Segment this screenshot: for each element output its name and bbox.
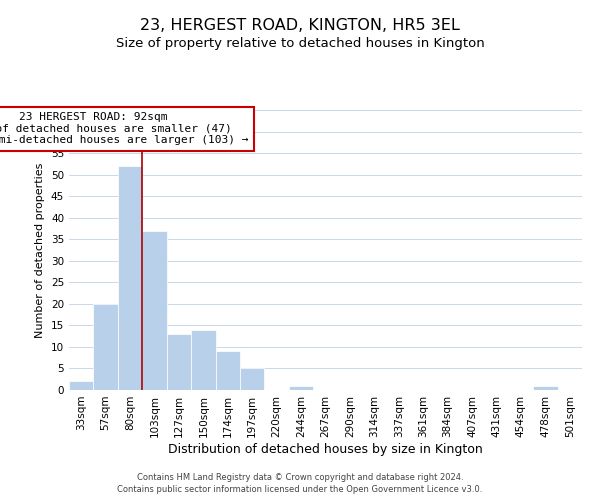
Bar (142, 230, 167, 390)
Text: 23 HERGEST ROAD: 92sqm
← 31% of detached houses are smaller (47)
67% of semi-det: 23 HERGEST ROAD: 92sqm ← 31% of detached… (0, 112, 248, 146)
Bar (289, 386, 313, 390)
Y-axis label: Number of detached properties: Number of detached properties (35, 162, 46, 338)
Bar (167, 334, 191, 390)
Bar (533, 386, 557, 390)
Text: Contains HM Land Registry data © Crown copyright and database right 2024.
Contai: Contains HM Land Registry data © Crown c… (118, 472, 482, 494)
Text: 23, HERGEST ROAD, KINGTON, HR5 3EL: 23, HERGEST ROAD, KINGTON, HR5 3EL (140, 18, 460, 32)
Bar (215, 351, 240, 390)
Bar (240, 368, 265, 390)
Bar (191, 330, 215, 390)
Bar (69, 382, 94, 390)
Text: Size of property relative to detached houses in Kington: Size of property relative to detached ho… (116, 38, 484, 51)
Bar (94, 304, 118, 390)
X-axis label: Distribution of detached houses by size in Kington: Distribution of detached houses by size … (168, 442, 483, 456)
Bar (118, 166, 142, 390)
